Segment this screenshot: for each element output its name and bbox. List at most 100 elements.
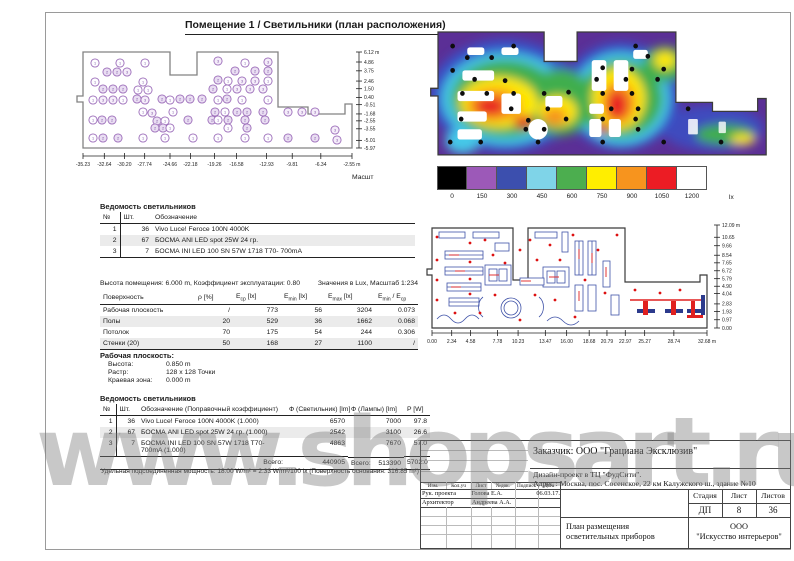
legend-value: 300 bbox=[506, 193, 518, 200]
table-cell: Краевая зона: bbox=[108, 377, 153, 384]
svg-text:3: 3 bbox=[262, 87, 264, 91]
table-cell: 54 bbox=[314, 329, 322, 337]
svg-text:2.34: 2.34 bbox=[447, 339, 457, 345]
svg-text:1: 1 bbox=[227, 79, 229, 83]
table-cell: Кол.уч bbox=[451, 483, 466, 489]
svg-text:1: 1 bbox=[94, 80, 96, 84]
table-cell: Поверхность bbox=[100, 291, 195, 306]
svg-text:3: 3 bbox=[287, 110, 289, 114]
svg-text:3: 3 bbox=[249, 87, 251, 91]
scale-label: Масшт bbox=[352, 174, 374, 181]
legend-step: 300 bbox=[497, 166, 527, 200]
svg-text:-12.93: -12.93 bbox=[259, 162, 273, 168]
table-cell: Обозначение bbox=[152, 212, 415, 224]
table-cell: 1 bbox=[100, 415, 117, 427]
svg-text:3: 3 bbox=[102, 98, 104, 102]
svg-text:2.46: 2.46 bbox=[364, 79, 374, 85]
svg-text:2: 2 bbox=[244, 118, 246, 122]
svg-text:2: 2 bbox=[287, 136, 289, 140]
svg-text:1: 1 bbox=[142, 110, 144, 114]
company-name: ООО "Искусство интерьеров" bbox=[696, 522, 782, 542]
svg-text:2: 2 bbox=[136, 97, 138, 101]
svg-text:2: 2 bbox=[226, 97, 228, 101]
svg-text:3: 3 bbox=[301, 110, 303, 114]
legend-swatch bbox=[557, 166, 587, 190]
table-cell: Потолок bbox=[103, 329, 129, 337]
svg-text:-22.18: -22.18 bbox=[183, 162, 197, 168]
svg-text:5.79: 5.79 bbox=[722, 276, 732, 282]
legend-swatch bbox=[647, 166, 677, 190]
table-cell: Лист bbox=[475, 483, 487, 489]
table-cell: № bbox=[100, 212, 121, 224]
svg-text:-35.23: -35.23 bbox=[76, 162, 90, 168]
svg-text:2: 2 bbox=[211, 118, 213, 122]
luminaire-symbols: 1 1 1 3 1 32 2 3 2 2 21 1 2 1 3 3 12 2 2 1 1 2 1 3 3 31 3 3 1 2 3 2 1 2 2 2… bbox=[88, 56, 342, 145]
svg-text:3: 3 bbox=[236, 87, 238, 91]
plan-dimension-axes: -35.23 -32.64 -30.20 -27.74 -24.66 -22.18 -19.… bbox=[76, 50, 379, 168]
svg-text:1: 1 bbox=[169, 126, 171, 130]
svg-text:2: 2 bbox=[179, 97, 181, 101]
svg-text:2: 2 bbox=[122, 87, 124, 91]
table-cell: 6570 bbox=[329, 418, 345, 425]
table-cell: 168 bbox=[233, 338, 281, 351]
svg-text:0.00: 0.00 bbox=[427, 339, 437, 345]
svg-text:2: 2 bbox=[102, 87, 104, 91]
svg-text:6.12 m: 6.12 m bbox=[364, 50, 379, 56]
table-cell: № bbox=[100, 404, 117, 416]
sheet-label: Лист bbox=[730, 491, 748, 500]
svg-text:-5.97: -5.97 bbox=[364, 146, 376, 152]
svg-text:1: 1 bbox=[226, 87, 228, 91]
table-cell: Ф (Светильник) [lm] bbox=[286, 404, 350, 416]
furniture-white-blocks bbox=[457, 47, 726, 140]
table-cell: 0.073 bbox=[397, 307, 415, 315]
table-cell: 7 bbox=[131, 440, 135, 447]
svg-text:1: 1 bbox=[92, 98, 94, 102]
table-cell: Обозначение (Поправочный коэффициент) bbox=[138, 404, 286, 416]
svg-text:3: 3 bbox=[241, 79, 243, 83]
furniture-plan: 0.00 2.34 4.58 7.78 10.23 13.47 16.00 18.68 20.7… bbox=[426, 223, 740, 345]
legend-swatch bbox=[467, 166, 497, 190]
legend-unit: lx bbox=[729, 194, 734, 201]
svg-text:1: 1 bbox=[244, 61, 246, 65]
legend-step: 900 bbox=[617, 166, 647, 200]
table-cell: Растр: bbox=[108, 369, 129, 376]
table-cell: Ф (Лампы) [lm] bbox=[348, 404, 404, 416]
svg-text:-5.01: -5.01 bbox=[364, 138, 376, 144]
table-cell bbox=[517, 490, 537, 497]
svg-text:2: 2 bbox=[227, 118, 229, 122]
table-cell: 3 bbox=[100, 246, 121, 258]
svg-text:2: 2 bbox=[234, 69, 236, 73]
table-cell: 513390 bbox=[378, 459, 401, 467]
table-cell: 3204 bbox=[356, 307, 372, 315]
schedule2-heading: Ведомость светильников bbox=[100, 394, 196, 403]
legend-step: 150 bbox=[467, 166, 497, 200]
svg-text:1: 1 bbox=[244, 136, 246, 140]
table-cell: Шт. bbox=[116, 404, 138, 416]
svg-text:0.00: 0.00 bbox=[722, 326, 732, 332]
legend-swatch bbox=[587, 166, 617, 190]
table-cell: Рабочая плоскость bbox=[103, 307, 164, 315]
svg-text:1: 1 bbox=[217, 118, 219, 122]
table-cell: 0.068 bbox=[397, 318, 415, 326]
svg-text:1.50: 1.50 bbox=[364, 86, 374, 92]
legend-step: 1200 bbox=[677, 166, 707, 200]
legend-value: 1200 bbox=[684, 193, 700, 200]
svg-text:1: 1 bbox=[224, 110, 226, 114]
svg-text:0.97: 0.97 bbox=[722, 318, 732, 324]
svg-text:6.72: 6.72 bbox=[722, 269, 732, 275]
svg-text:-1.68: -1.68 bbox=[364, 112, 376, 118]
page-title: Помещение 1 / Светильники (план располож… bbox=[185, 19, 446, 35]
svg-text:1: 1 bbox=[217, 98, 219, 102]
table-cell: Emin / Eср bbox=[375, 291, 418, 306]
table-cell: Всего: 513390 bbox=[348, 456, 404, 470]
table-cell: 1100 bbox=[325, 338, 375, 351]
svg-text:2: 2 bbox=[262, 110, 264, 114]
svg-text:2: 2 bbox=[154, 126, 156, 130]
svg-text:28.74: 28.74 bbox=[668, 339, 681, 345]
table-cell: 36 bbox=[127, 418, 135, 425]
svg-text:-0.51: -0.51 bbox=[364, 102, 376, 108]
svg-text:7.78: 7.78 bbox=[493, 339, 503, 345]
table-cell: Дата bbox=[543, 483, 555, 489]
table-cell: Vivo Luce! Feroce 100N 4000K bbox=[155, 226, 250, 233]
svg-text:-16.58: -16.58 bbox=[229, 162, 243, 168]
